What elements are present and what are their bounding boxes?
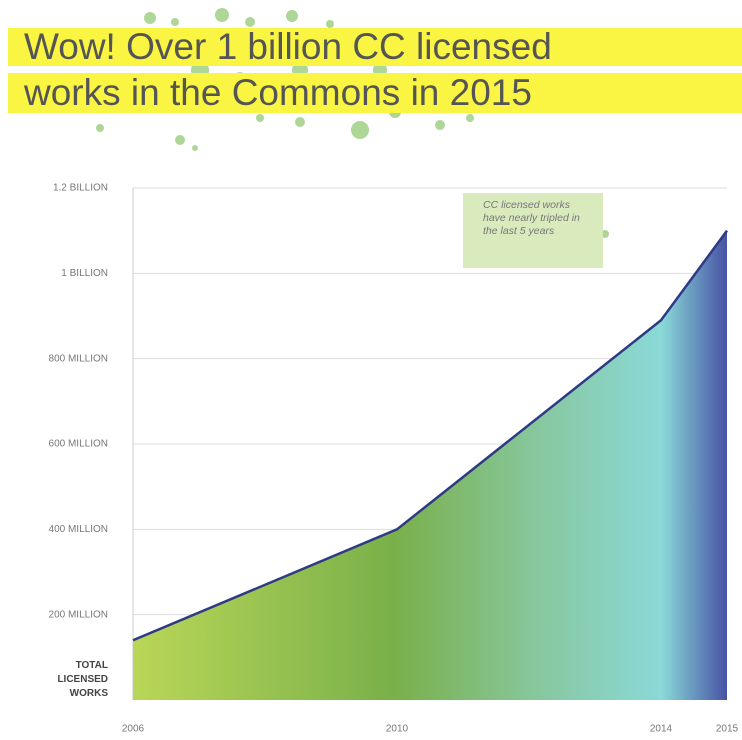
y-tick-label: 1 BILLION xyxy=(61,268,108,279)
annotation-box: CC licensed works have nearly tripled in… xyxy=(463,193,603,268)
x-tick-label: 2015 xyxy=(716,724,739,735)
y-tick-label: 800 MILLION xyxy=(49,353,108,364)
x-tick-label: 2006 xyxy=(122,724,145,735)
y-axis-label: LICENSED xyxy=(57,674,108,685)
chart-title: Wow! Over 1 billion CC licensed xyxy=(24,26,552,67)
y-tick-label: 400 MILLION xyxy=(49,524,108,535)
title-highlight xyxy=(8,73,742,113)
area xyxy=(133,230,727,700)
y-axis-label: WORKS xyxy=(70,688,109,699)
plot: 200 MILLION 400 MILLION 600 MILLION 800 MIL… xyxy=(49,183,739,735)
title-highlight xyxy=(8,28,742,66)
x-tick-label: 2014 xyxy=(650,724,673,735)
x-tick-label: 2010 xyxy=(386,724,409,735)
chart-title: works in the Commons in 2015 xyxy=(23,72,532,113)
y-tick-label: 600 MILLION xyxy=(49,439,108,450)
y-axis-label: TOTAL xyxy=(76,660,108,671)
y-tick-label: 200 MILLION xyxy=(49,609,108,620)
line xyxy=(132,229,729,642)
annotation: CC licensed works have nearly tripled in… xyxy=(463,193,603,268)
y-tick-label: 1.2 BILLION xyxy=(53,183,108,194)
